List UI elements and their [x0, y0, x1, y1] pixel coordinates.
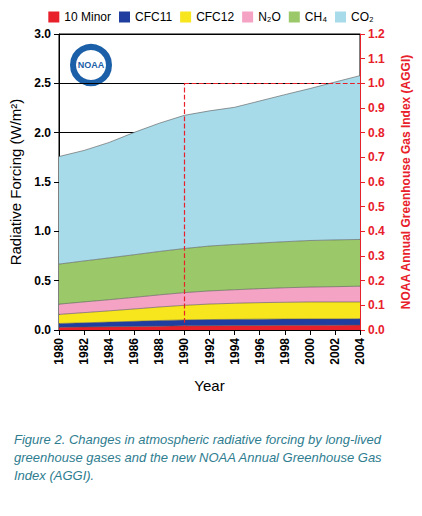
svg-text:0.5: 0.5 — [34, 274, 51, 288]
svg-text:1994: 1994 — [228, 338, 242, 365]
svg-text:N₂O: N₂O — [258, 10, 281, 24]
svg-text:CO₂: CO₂ — [351, 10, 374, 24]
svg-text:NOAA: NOAA — [78, 60, 105, 70]
svg-text:2000: 2000 — [303, 338, 317, 365]
svg-text:10 Minor: 10 Minor — [64, 10, 111, 24]
svg-text:3.0: 3.0 — [34, 27, 51, 41]
svg-text:2.5: 2.5 — [34, 76, 51, 90]
svg-text:1.0: 1.0 — [34, 224, 51, 238]
svg-text:1992: 1992 — [203, 338, 217, 365]
svg-text:1980: 1980 — [52, 338, 66, 365]
svg-text:1998: 1998 — [278, 338, 292, 365]
svg-text:Year: Year — [194, 377, 224, 394]
svg-text:CH₄: CH₄ — [305, 10, 327, 24]
svg-text:1986: 1986 — [127, 338, 141, 365]
svg-text:CFC12: CFC12 — [196, 10, 234, 24]
svg-text:NOAA Annual Greenhouse Gas Ind: NOAA Annual Greenhouse Gas Index (AGGI) — [399, 55, 413, 309]
svg-text:1984: 1984 — [102, 338, 116, 365]
svg-text:Index (AGGI).: Index (AGGI). — [14, 468, 94, 483]
svg-text:1.1: 1.1 — [368, 52, 385, 66]
svg-text:Radiative Forcing (W/m²): Radiative Forcing (W/m²) — [7, 99, 24, 266]
svg-text:1.5: 1.5 — [34, 175, 51, 189]
svg-text:0.7: 0.7 — [368, 150, 385, 164]
svg-text:1988: 1988 — [152, 338, 166, 365]
svg-text:0.5: 0.5 — [368, 200, 385, 214]
svg-text:0.9: 0.9 — [368, 101, 385, 115]
svg-text:0.1: 0.1 — [368, 298, 385, 312]
svg-text:0.8: 0.8 — [368, 126, 385, 140]
svg-text:2004: 2004 — [353, 338, 367, 365]
svg-text:0.0: 0.0 — [34, 323, 51, 337]
svg-text:1.0: 1.0 — [368, 76, 385, 90]
svg-text:0.4: 0.4 — [368, 224, 385, 238]
svg-text:1982: 1982 — [77, 338, 91, 365]
svg-text:2002: 2002 — [328, 338, 342, 365]
svg-text:0.2: 0.2 — [368, 274, 385, 288]
svg-text:0.3: 0.3 — [368, 249, 385, 263]
svg-text:0.6: 0.6 — [368, 175, 385, 189]
svg-text:1990: 1990 — [177, 338, 191, 365]
svg-text:1.2: 1.2 — [368, 27, 385, 41]
svg-text:2.0: 2.0 — [34, 126, 51, 140]
svg-text:CFC11: CFC11 — [135, 10, 172, 24]
svg-text:greenhouse gases and the new N: greenhouse gases and the new NOAA Annual… — [14, 450, 385, 465]
svg-text:1996: 1996 — [253, 338, 267, 365]
svg-text:0.0: 0.0 — [368, 323, 385, 337]
svg-text:Figure 2. Changes in atmospher: Figure 2. Changes in atmospheric radiati… — [14, 432, 385, 447]
